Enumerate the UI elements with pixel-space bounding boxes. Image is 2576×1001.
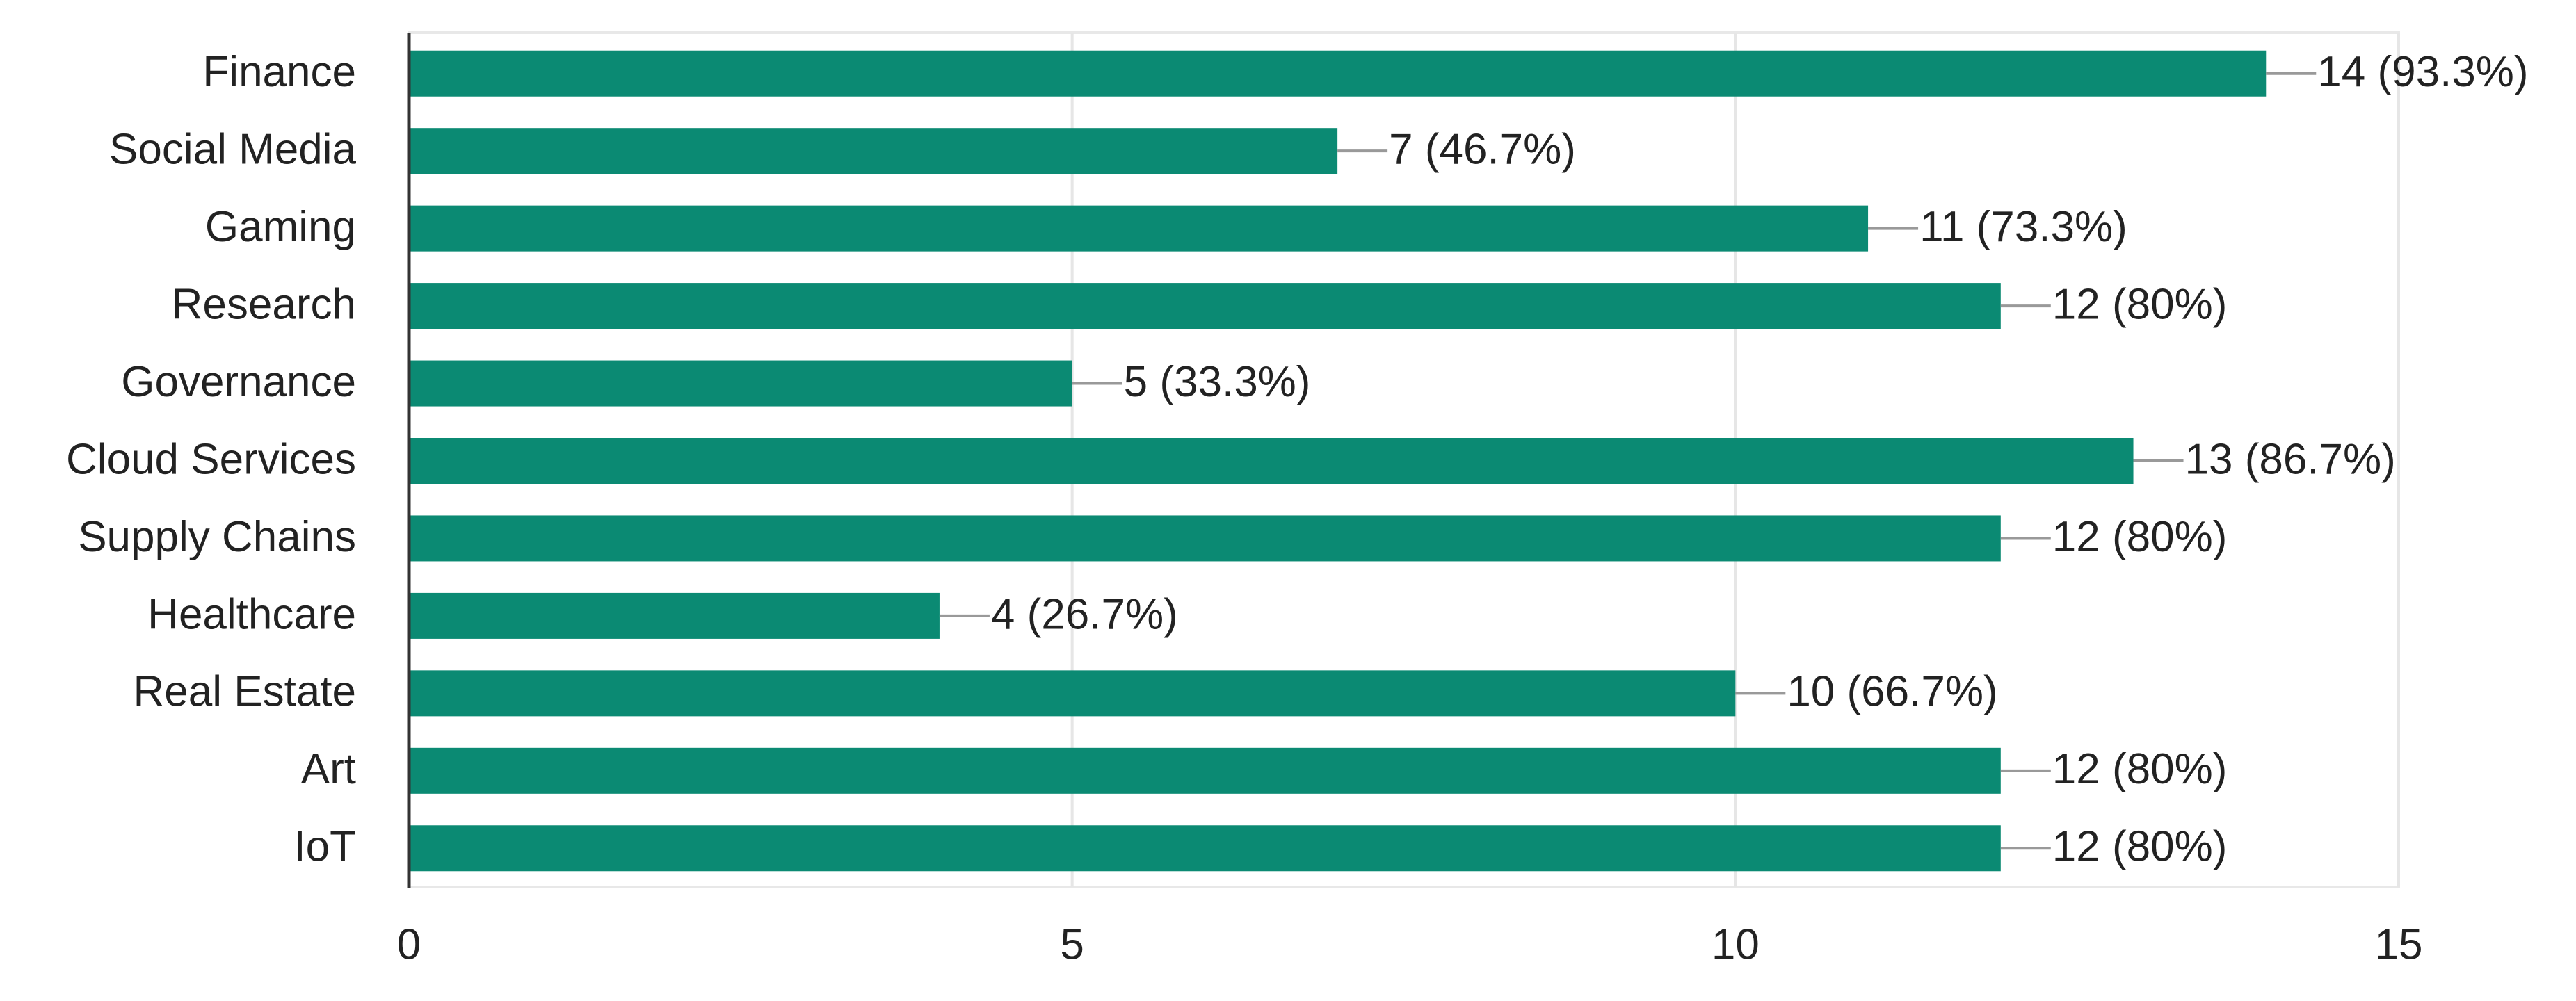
- y-tick-label: IoT: [293, 823, 356, 871]
- bar: [409, 592, 940, 639]
- bar: [409, 50, 2267, 97]
- y-tick-label: Art: [301, 745, 356, 793]
- x-tick-label: 5: [1060, 920, 1084, 968]
- y-tick-label: Supply Chains: [78, 513, 356, 561]
- y-tick-label: Gaming: [205, 203, 356, 251]
- bar: [409, 825, 2001, 872]
- y-tick-label: Finance: [202, 48, 356, 96]
- bar: [409, 128, 1338, 174]
- data-label: 12 (80%): [2052, 745, 2228, 793]
- x-tick-label: 15: [2375, 920, 2423, 968]
- data-label: 11 (73.3%): [1919, 203, 2127, 251]
- data-label: 12 (80%): [2052, 513, 2228, 561]
- bar: [409, 747, 2001, 794]
- bar: [409, 515, 2001, 562]
- y-tick-label: Real Estate: [133, 668, 356, 716]
- y-tick-label: Healthcare: [147, 590, 356, 638]
- y-tick-label: Research: [172, 280, 356, 328]
- bar: [409, 670, 1736, 717]
- data-label: 10 (66.7%): [1787, 668, 1997, 716]
- y-tick-label: Governance: [121, 358, 356, 406]
- x-tick-label: 10: [1712, 920, 1760, 968]
- bar: [409, 205, 1869, 252]
- x-tick-label: 0: [397, 920, 421, 968]
- data-label: 12 (80%): [2052, 280, 2228, 328]
- data-label: 7 (46.7%): [1389, 126, 1576, 174]
- y-tick-label: Social Media: [109, 126, 356, 174]
- data-label: 12 (80%): [2052, 823, 2228, 871]
- bar: [409, 438, 2134, 484]
- data-label: 5 (33.3%): [1124, 358, 1311, 406]
- bar: [409, 360, 1072, 407]
- bar: [409, 283, 2001, 329]
- data-label: 14 (93.3%): [2317, 48, 2528, 96]
- y-tick-label: Cloud Services: [66, 435, 356, 483]
- data-label: 13 (86.7%): [2185, 435, 2396, 483]
- data-label: 4 (26.7%): [991, 590, 1178, 638]
